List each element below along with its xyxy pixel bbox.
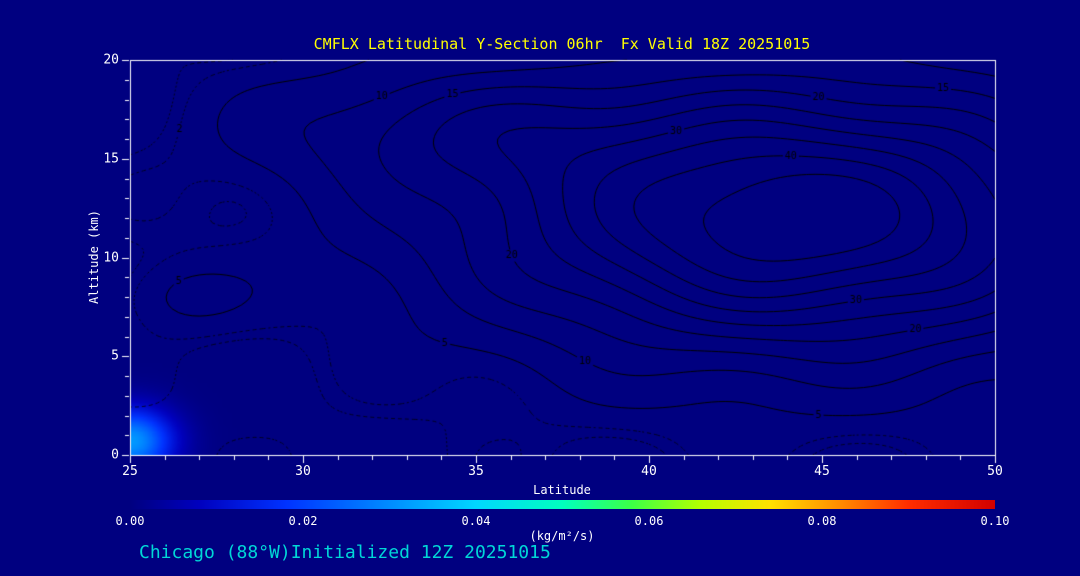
colorbar-tick-label: 0.00 bbox=[115, 514, 145, 528]
plot-title: CMFLX Latitudinal Y-Section 06hr Fx Vali… bbox=[313, 35, 811, 53]
x-tick-label: 25 bbox=[122, 464, 138, 479]
x-tick-label: 45 bbox=[814, 464, 830, 479]
colorbar bbox=[130, 500, 995, 509]
y-tick-label: 0 bbox=[111, 447, 119, 463]
y-tick-label: 20 bbox=[103, 52, 119, 68]
colorbar-tick-label: 0.10 bbox=[980, 514, 1010, 528]
footer-annotation: Chicago (88°W)Initialized 12Z 20251015 bbox=[139, 542, 551, 563]
x-tick-label: 30 bbox=[295, 464, 311, 479]
x-tick-label: 40 bbox=[641, 464, 657, 479]
x-tick-label: 50 bbox=[987, 464, 1003, 479]
y-tick-label: 10 bbox=[103, 250, 119, 265]
y-tick-label: 15 bbox=[103, 151, 119, 167]
x-tick-label: 35 bbox=[468, 464, 484, 479]
y-tick-label: 5 bbox=[111, 348, 119, 364]
x-axis-label: Latitude bbox=[533, 483, 591, 497]
colorbar-units-label: (kg/m²/s) bbox=[529, 529, 595, 543]
colorbar-tick-label: 0.06 bbox=[634, 514, 664, 528]
colorbar-tick-label: 0.08 bbox=[807, 514, 837, 528]
colorbar-tick-label: 0.02 bbox=[288, 514, 318, 528]
colorbar-tick-label: 0.04 bbox=[461, 514, 491, 528]
y-axis-label: Altitude (km) bbox=[87, 210, 101, 304]
